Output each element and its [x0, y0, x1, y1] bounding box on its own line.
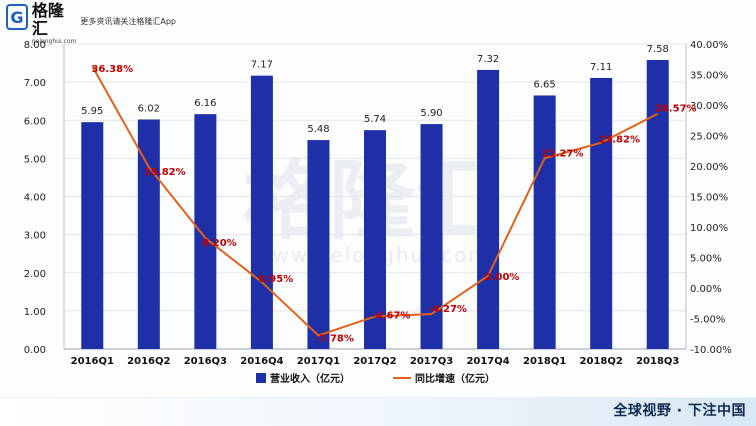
growth-rate-data-label: -4.67%	[372, 310, 411, 321]
brand-g-icon: G	[6, 4, 28, 30]
revenue-bar-value-label: 6.02	[138, 103, 160, 114]
y-axis-right-tick-label: -10.00%	[690, 345, 732, 356]
y-axis-right-tick-label: 35.00%	[690, 71, 728, 82]
brand-text-block: 格隆汇 gelonghui.com	[32, 2, 76, 46]
growth-rate-data-label: 0.95%	[259, 274, 294, 285]
legend-bar-label: 营业收入（亿元）	[270, 372, 350, 385]
growth-rate-data-label: 28.57%	[655, 104, 697, 115]
revenue-bar	[137, 119, 160, 349]
revenue-bar	[590, 77, 613, 350]
y-axis-right-tick-label: 10.00%	[690, 223, 728, 234]
y-axis-right-tick-label: 0.00%	[690, 284, 722, 295]
revenue-bar-value-label: 7.11	[590, 62, 612, 73]
x-axis-category-label: 2017Q1	[297, 356, 340, 367]
brand-name: 格隆汇	[31, 1, 64, 38]
revenue-bar-value-label: 7.17	[251, 60, 273, 71]
growth-rate-data-label: -7.78%	[315, 333, 354, 344]
growth-rate-data-label: 21.27%	[542, 148, 584, 159]
y-axis-left-tick-label: 2.00	[24, 269, 46, 280]
revenue-bar	[250, 75, 273, 350]
y-axis-left-tick-label: 7.00	[24, 78, 46, 89]
x-axis-category-label: 2018Q1	[523, 356, 566, 367]
revenue-bar-value-label: 6.65	[534, 79, 556, 90]
x-axis-category-label: 2016Q1	[71, 356, 114, 367]
revenue-bar	[307, 140, 330, 349]
revenue-bar-value-label: 6.16	[194, 98, 216, 109]
brand-logo: G 格隆汇 gelonghui.com 更多资讯请关注格隆汇App	[6, 2, 176, 45]
y-axis-left-tick-label: 1.00	[24, 307, 46, 318]
revenue-bar-value-label: 7.58	[647, 44, 669, 55]
growth-rate-data-label: 2.00%	[485, 272, 520, 283]
x-axis-category-label: 2016Q2	[127, 356, 170, 367]
x-axis-category-label: 2017Q4	[466, 356, 509, 367]
y-axis-right-tick-label: -5.00%	[690, 315, 725, 326]
y-axis-left-tick-label: 3.00	[24, 231, 46, 242]
y-axis-right-tick-label: 15.00%	[690, 193, 728, 204]
growth-rate-data-label: 8.20%	[202, 238, 237, 249]
revenue-bar	[364, 130, 386, 349]
growth-rate-data-label: 36.38%	[91, 64, 133, 75]
y-axis-right-tick-label: 30.00%	[690, 101, 728, 112]
growth-rate-data-label: -4.27%	[428, 304, 467, 315]
footer-slogan: 全球视野 · 下注中国	[613, 403, 746, 419]
revenue-bar	[477, 69, 500, 350]
x-axis-category-label: 2017Q3	[410, 356, 453, 367]
y-axis-left-tick-label: 5.00	[24, 154, 46, 165]
growth-rate-line	[91, 65, 659, 337]
brand-tagline: 更多资讯请关注格隆汇App	[80, 17, 176, 26]
growth-rate-data-label: 23.82%	[598, 135, 640, 146]
growth-rate-data-label: 19.82%	[144, 167, 186, 178]
revenue-bar	[646, 60, 669, 349]
x-axis-category-label: 2016Q3	[184, 356, 227, 367]
revenue-bar-value-label: 7.32	[477, 54, 499, 65]
y-axis-left-tick-label: 8.00	[24, 40, 46, 51]
x-axis-category-label: 2018Q2	[580, 356, 623, 367]
legend-line-label: 同比增速（亿元）	[415, 372, 495, 385]
y-axis-right-tick-label: 5.00%	[690, 254, 722, 265]
revenue-bar-value-label: 5.48	[307, 124, 329, 135]
x-axis-category-label: 2018Q3	[636, 356, 679, 367]
footer-band	[0, 397, 756, 426]
y-axis-right-tick-label: 20.00%	[690, 162, 728, 173]
revenue-bar	[81, 122, 104, 349]
revenue-bar-value-label: 5.74	[364, 114, 386, 125]
y-axis-left-tick-label: 0.00	[24, 345, 46, 356]
legend-bar-swatch	[256, 373, 266, 383]
revenue-bar	[194, 114, 217, 350]
brand-domain: gelonghui.com	[31, 38, 77, 45]
y-axis-right-tick-label: 25.00%	[690, 132, 728, 143]
revenue-bar-value-label: 5.90	[420, 108, 442, 119]
revenue-bar	[533, 95, 556, 349]
revenue-bar-value-label: 5.95	[81, 106, 103, 117]
x-axis-category-label: 2017Q2	[353, 356, 396, 367]
y-axis-left-tick-label: 6.00	[24, 116, 46, 127]
x-axis-category-label: 2016Q4	[240, 356, 283, 367]
revenue-bar	[420, 124, 443, 349]
y-axis-right-tick-label: 40.00%	[690, 40, 728, 51]
y-axis-left-tick-label: 4.00	[24, 193, 46, 204]
